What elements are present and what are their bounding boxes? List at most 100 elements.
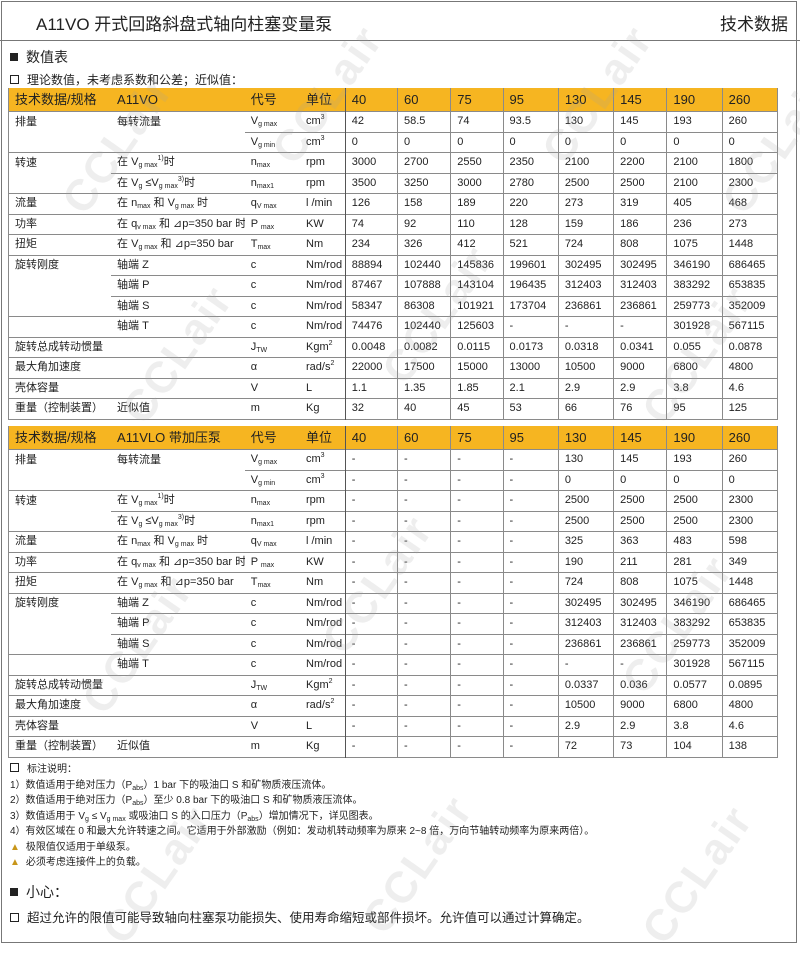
row-condition: 轴端 S [111,633,245,655]
value-cell: - [450,572,504,593]
table-row: 扭矩在 Vg max 和 ⊿p=350 bar Tmax Nm 234 326 412 52… [8,234,778,255]
text-segment: 近似值 [117,402,151,415]
value-cell: - [396,449,451,470]
table-row: 排量 每转流量 Vg max cm3 42 58.5 74 93.5 130 145 193 260 [8,111,778,132]
value-cell: - [344,715,398,737]
value-cell: 383292 [666,613,723,634]
value-cell: - [450,633,504,655]
row-condition: 轴端 Z [111,254,245,276]
subscript: g max [138,500,158,508]
value-cell: 101921 [450,295,504,317]
value-cell: 58.5 [396,111,451,132]
table-row: 转速在 Vg max1)时 nmax rpm - - - -2500 2500 2500 2300 [8,490,778,511]
value-cell: 76 [613,398,667,419]
row-code: V [244,377,300,399]
text-segment: 和 ⊿p=350 bar [157,576,234,589]
text-segment: Nm/rod [306,617,343,630]
text-segment: c [250,596,257,609]
value-cell: 4800 [721,695,778,716]
value-cell: 196435 [502,275,559,296]
header-size-130: 130 [557,426,614,450]
value-cell: 2.9 [613,377,667,399]
value-cell: 102440 [396,254,451,276]
row-condition: 在 qv max 和 ⊿p=350 bar 时 [111,551,245,573]
text-segment: c [250,617,257,630]
value-cell: 686465 [721,592,778,614]
spec-table-a11vo: 技术数据/规格 A11VO 代号 单位 40 60 75 95 130 145 190 260 排量 每转… [8,88,778,420]
header-size-145: 145 [613,426,667,450]
row-label: 壳体容量 [8,715,112,737]
row-code: c [244,254,300,276]
table-row: 流量在 nmax 和 Vg max 时 qV max l /min - - - -325 36… [8,531,778,552]
value-cell: 326 [396,234,451,255]
row-code: Vg min [244,131,300,153]
value-cell: 1.1 [344,377,398,399]
row-label: 功率 [8,551,112,573]
value-cell: - [396,654,451,675]
superscript: 1) [157,493,164,501]
value-cell: 2500 [613,490,667,511]
row-condition: 轴端 T [111,654,245,675]
value-cell: 126 [344,193,398,214]
superscript: 3) [177,513,185,521]
text-segment: L [306,719,313,732]
page-title: A11VO 开式回路斜盘式轴向柱塞变量泵 [36,15,333,34]
value-cell: 1.85 [450,377,504,399]
row-label: 功率 [8,213,112,235]
row-condition: 在 nmax 和 Vg max 时 [111,193,245,214]
row-code: c [244,275,300,296]
caution-text: 超过允许的限值可能导致轴向柱塞泵功能损失、使用寿命缩短或部件损坏。允许值可以通过… [27,911,590,925]
value-cell: 95 [666,398,723,419]
value-cell: 325 [557,531,614,552]
value-cell: 220 [502,193,559,214]
value-cell: 13000 [502,357,559,378]
value-cell: 0.0048 [344,336,398,358]
row-condition: 在 qv max 和 ⊿p=350 bar 时 [111,213,245,235]
row-code: c [244,295,300,317]
text-segment: 在 V [117,576,139,589]
value-cell: 2550 [450,152,504,173]
text-segment: 和 ⊿p=350 bar 时 [155,555,245,568]
text-segment: 时 [193,197,209,210]
row-unit: cm3 [300,469,346,491]
text-segment: ≤ V [88,810,107,822]
value-cell: 0.0337 [557,674,614,696]
value-cell: 145 [613,111,667,132]
value-cell: 686465 [721,254,778,276]
text-segment: n [250,176,257,189]
value-cell: 236861 [613,295,667,317]
warning-arrow-icon: ▲ [10,841,20,853]
subscript: g max [138,244,158,252]
text-segment: Kg [306,740,320,753]
header-size-260: 260 [721,426,778,450]
value-cell: 45 [450,398,504,419]
value-cell: 3500 [344,172,398,194]
value-cell: - [344,469,398,491]
value-cell: - [344,592,398,614]
value-cell: 2500 [557,172,614,194]
row-condition: 轴端 P [111,275,245,296]
row-code: c [244,633,300,655]
text-segment: c [250,320,257,333]
value-cell: 312403 [557,613,614,634]
value-cell: 281 [666,551,723,573]
table-row: 最大角加速度 α rad/s2- - - -10500 9000 6800 4800 [8,695,778,716]
text-segment: T [250,238,258,251]
row-condition: 每转流量 [111,111,245,132]
row-unit: Nm/rod [300,613,346,634]
row-unit: Kgm2 [300,336,346,358]
value-cell: 0 [666,131,723,153]
value-cell: 236861 [557,295,614,317]
header-size-130: 130 [557,88,614,112]
value-cell: 130 [557,449,614,470]
text-segment: c [250,258,257,271]
value-cell: 159 [557,213,614,235]
text-segment: Nm/rod [306,596,343,609]
value-cell: - [450,736,504,757]
caution-heading: 小心： [10,883,68,901]
row-unit: cm3 [300,131,346,153]
row-unit: cm3 [300,449,346,470]
